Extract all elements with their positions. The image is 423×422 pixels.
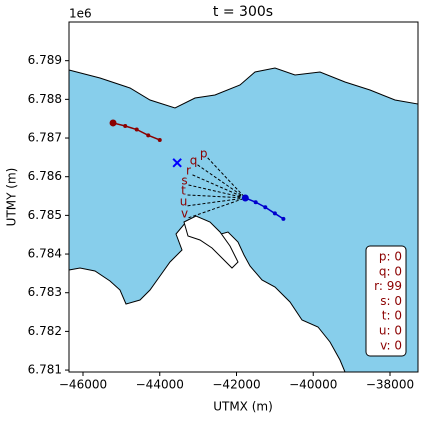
annotation-label: p	[200, 146, 208, 160]
annotation-line	[188, 197, 246, 219]
x-tick-label: −40000	[289, 378, 337, 392]
status-line: t: 0	[382, 309, 402, 323]
track-point	[157, 137, 162, 142]
chart-title: t = 300s	[213, 4, 273, 20]
x-marker	[172, 158, 182, 168]
y-axis-label: UTMY (m)	[5, 168, 19, 227]
status-box-frame	[365, 245, 407, 357]
y-tick-label: 6.788	[28, 92, 62, 106]
axes-frame	[68, 21, 419, 373]
track-point	[123, 124, 128, 129]
annotation-label: s	[181, 173, 187, 187]
status-line: q: 0	[379, 264, 402, 278]
track-point	[281, 216, 286, 221]
annotation-label: q	[190, 153, 198, 167]
track-point	[134, 127, 139, 132]
track-point	[241, 194, 249, 202]
y-tick-label: 6.781	[28, 363, 62, 377]
y-tick-label: 6.787	[28, 131, 62, 145]
y-tick-label: 6.782	[28, 324, 62, 338]
status-line: p: 0	[379, 250, 402, 264]
x-tick-label: −44000	[136, 378, 184, 392]
status-line: s: 0	[380, 294, 402, 308]
track-point	[253, 200, 258, 205]
annotation-label: r	[186, 163, 191, 177]
annotation-label: t	[181, 184, 186, 198]
y-tick-label: 6.785	[28, 208, 62, 222]
track-point	[272, 211, 277, 216]
y-tick-label: 6.784	[28, 247, 62, 261]
y-tick-label: 6.786	[28, 169, 62, 183]
sea	[68, 67, 419, 373]
status-line: u: 0	[379, 324, 402, 338]
track-point	[109, 119, 117, 127]
island	[183, 215, 239, 269]
x-tick-label: −42000	[212, 378, 260, 392]
track-point	[146, 133, 151, 138]
annotation-label: u	[180, 194, 188, 208]
status-line: r: 99	[374, 279, 402, 293]
track-point	[263, 205, 268, 210]
annotation-line	[207, 157, 246, 199]
status-box: p: 0q: 0r: 99s: 0t: 0u: 0v: 0	[365, 245, 407, 357]
y-offset-label: 1e6	[69, 7, 92, 21]
y-tick-label: 6.783	[28, 285, 62, 299]
x-axis-label: UTMX (m)	[213, 400, 273, 414]
x-tick-label: −38000	[366, 378, 414, 392]
status-line: v: 0	[380, 338, 402, 352]
y-tick-label: 6.789	[28, 53, 62, 67]
annotation-label: v	[181, 206, 188, 220]
x-tick-label: −46000	[59, 378, 107, 392]
